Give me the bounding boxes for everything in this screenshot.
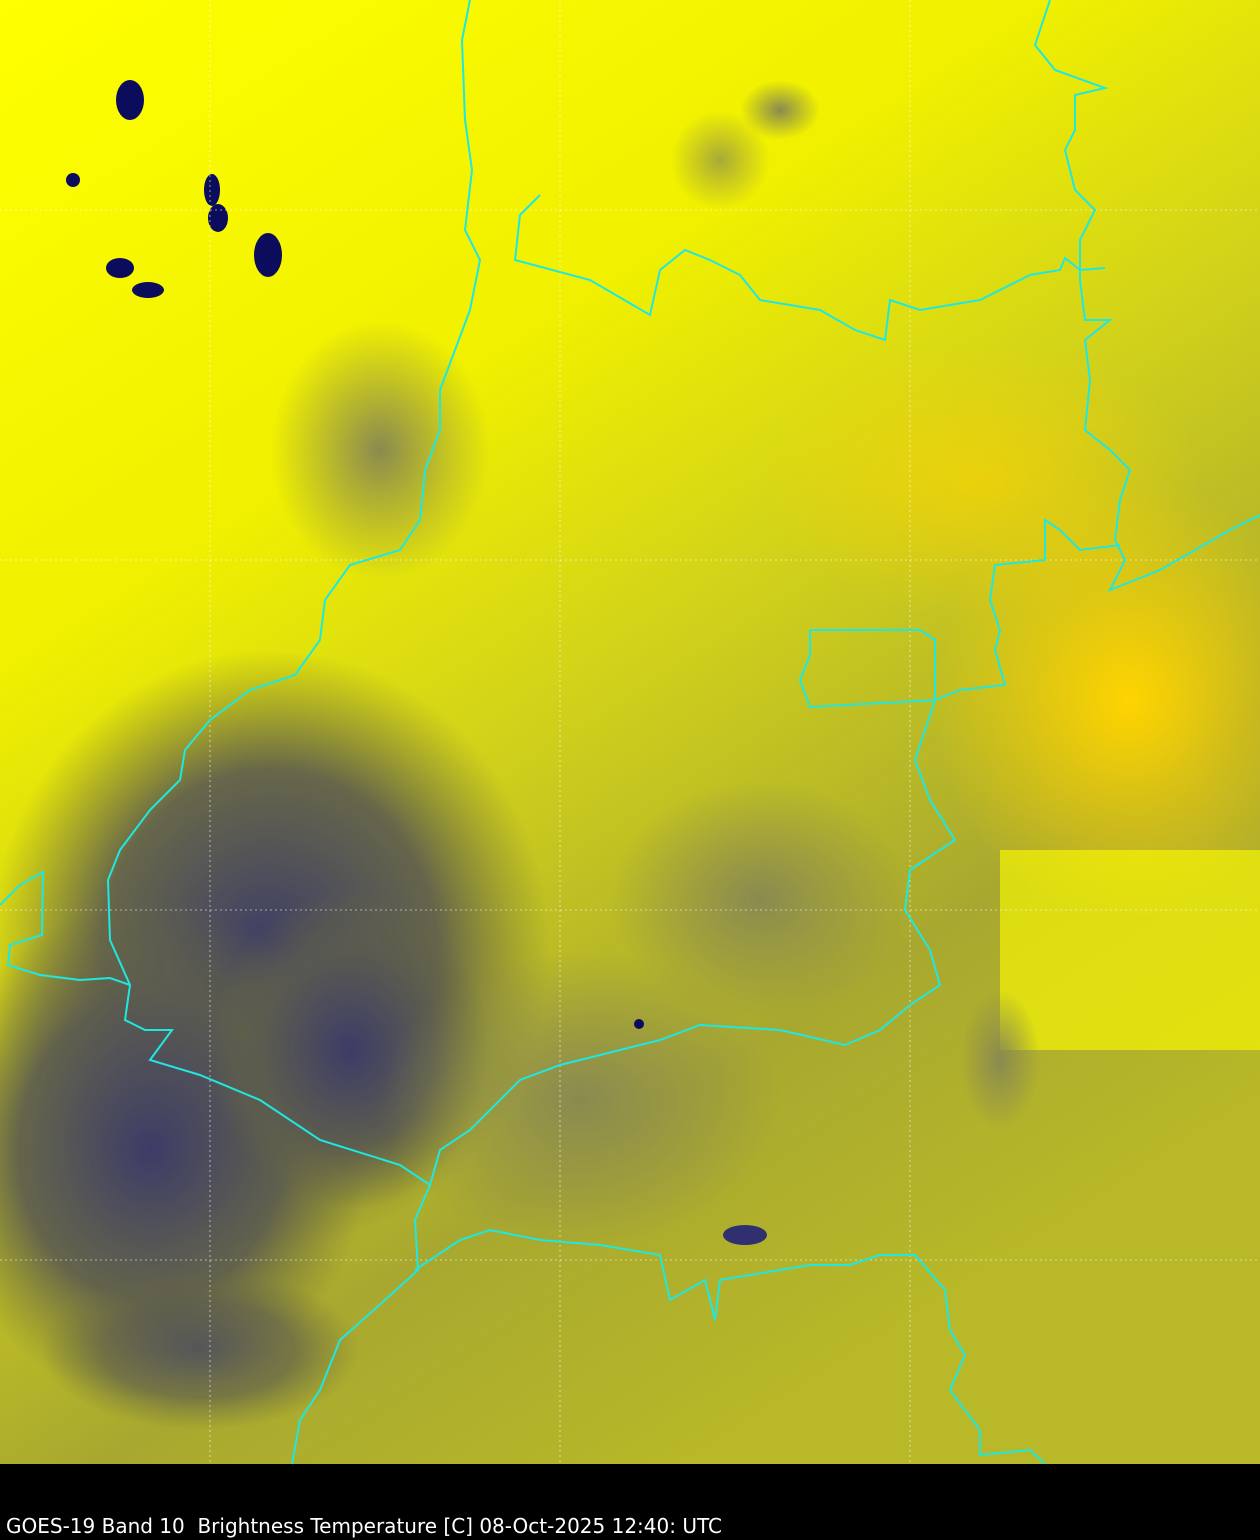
coldest-cloud-tops [66,80,767,1245]
political-borders [0,0,1260,1464]
cold-cloud-regions [0,80,1040,1430]
image-caption: GOES-19 Band 10 Brightness Temperature [… [6,1514,722,1538]
satellite-map [0,0,1260,1464]
warm-region [760,340,1260,1050]
lat-lon-grid [0,0,1260,1464]
